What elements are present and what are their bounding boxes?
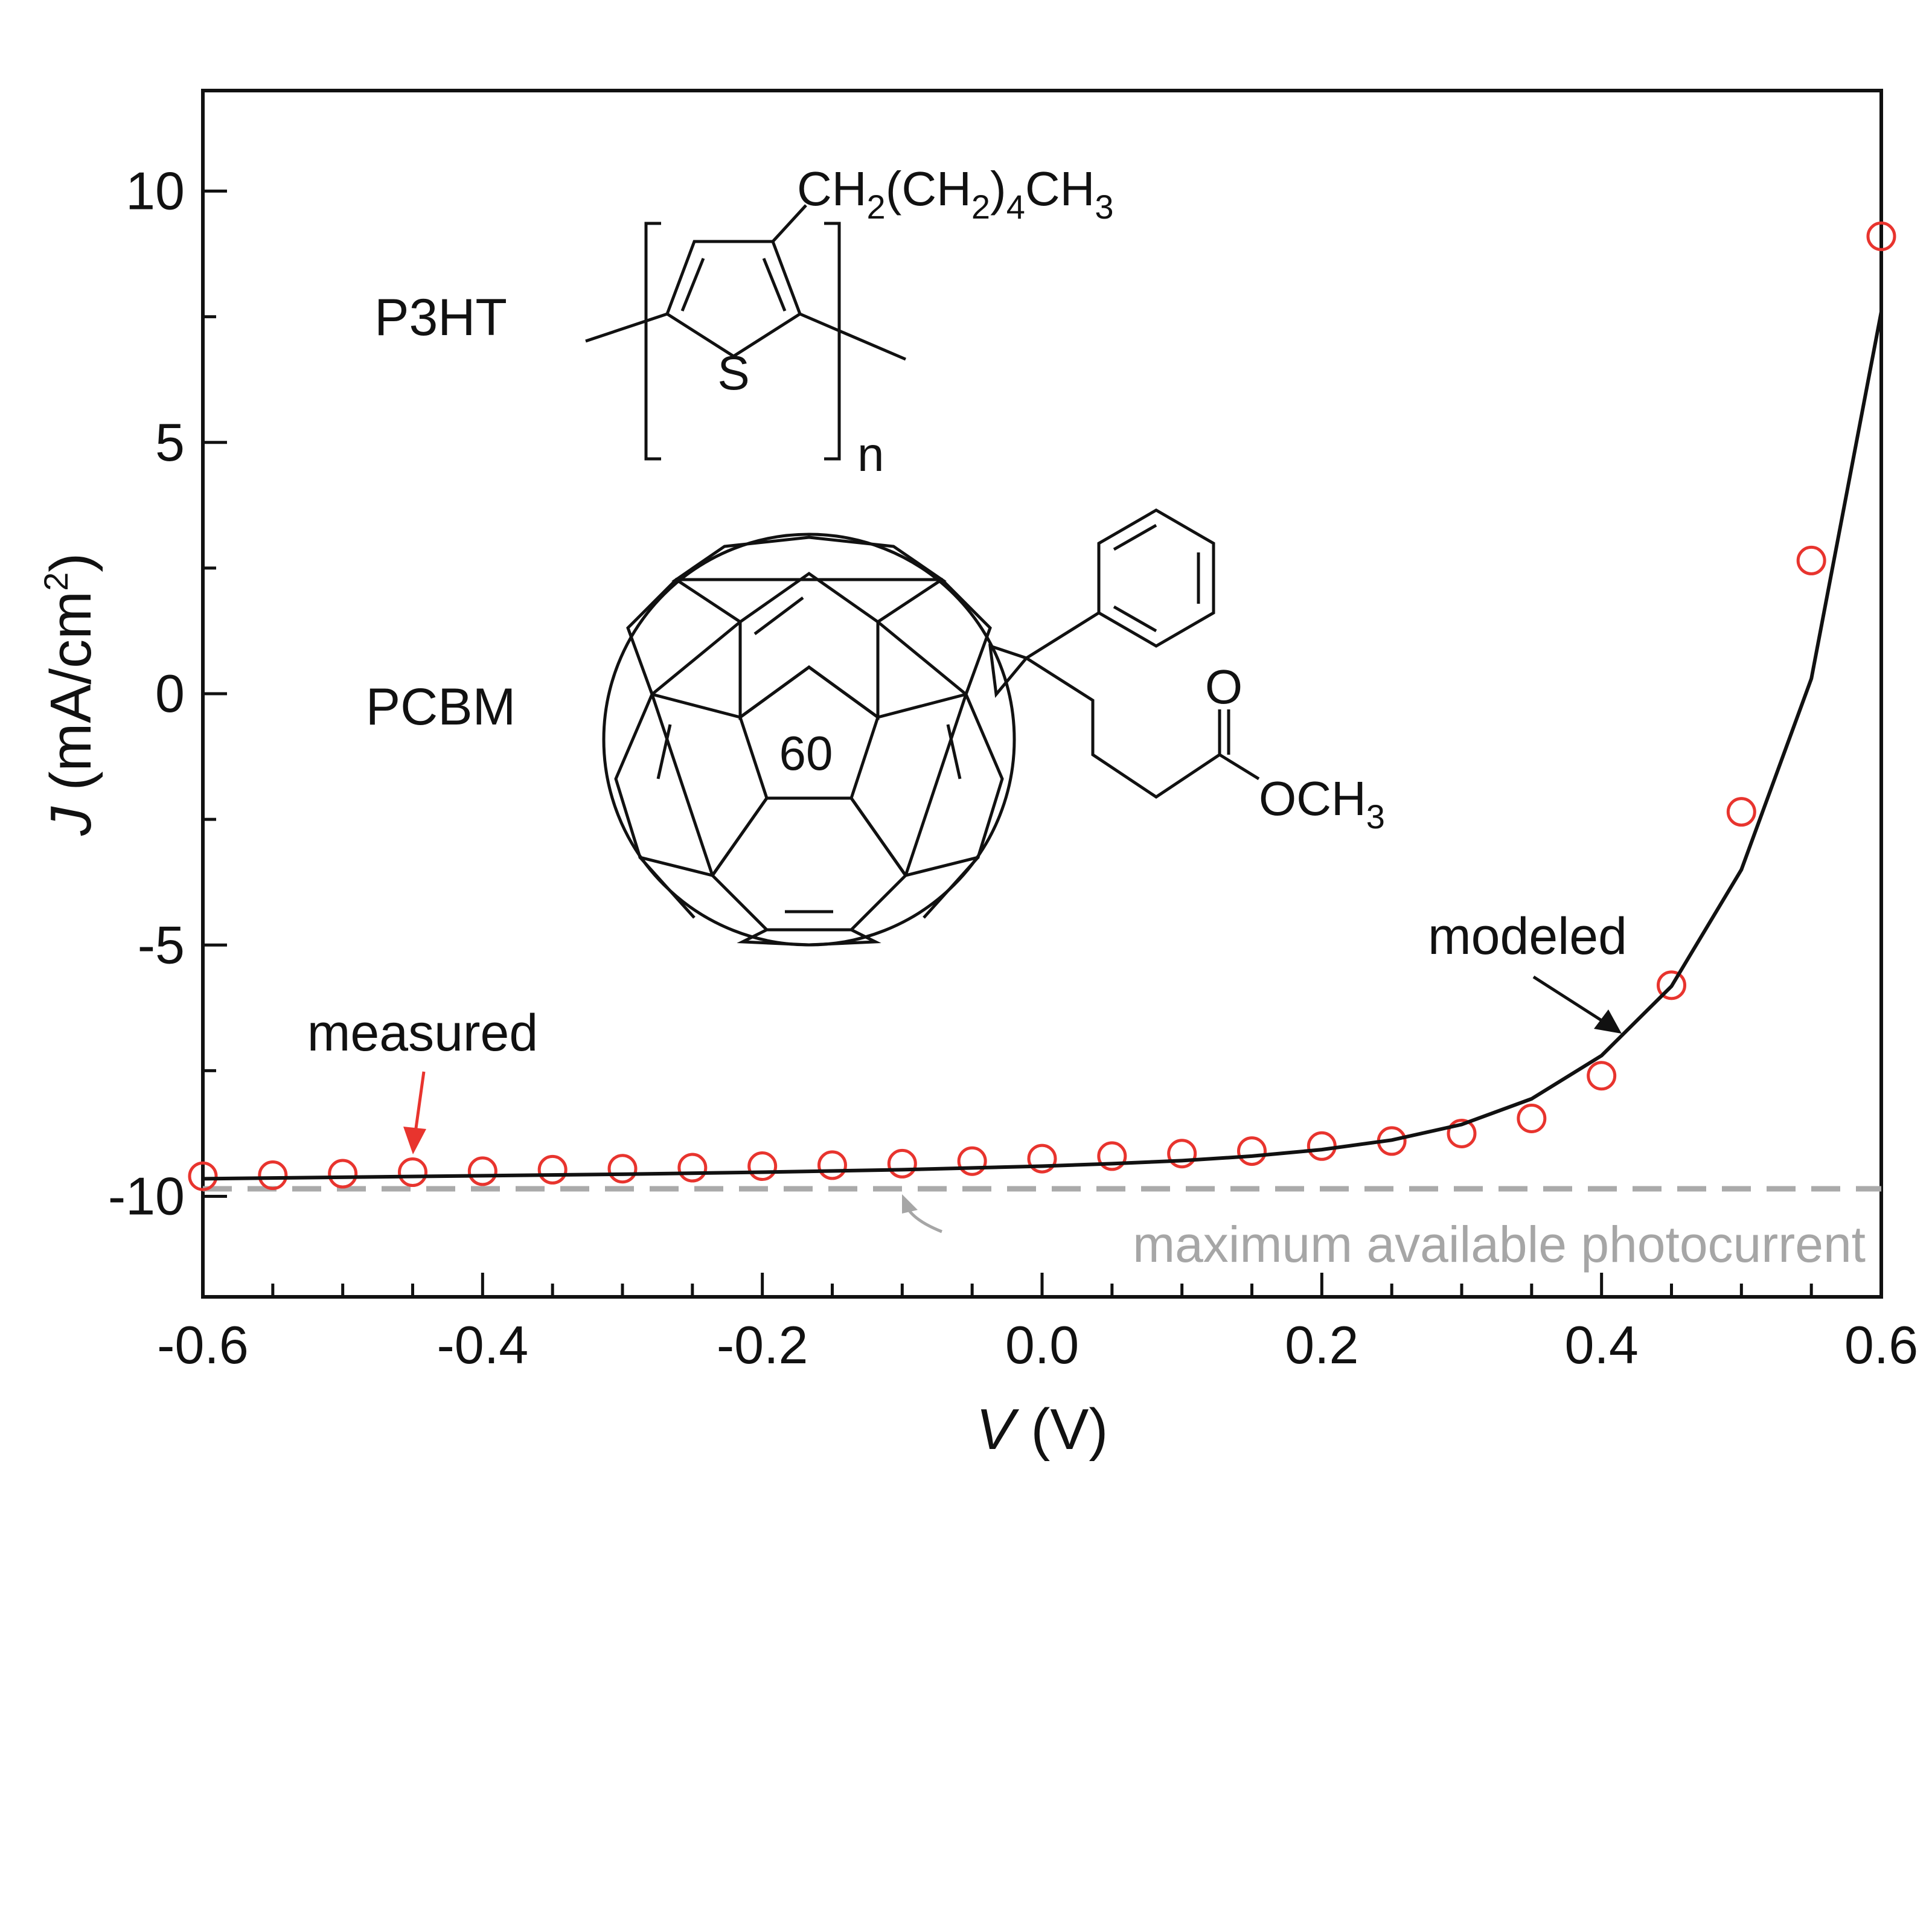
annotation-modeled: modeled [1428, 907, 1627, 965]
butyrate-chain [1025, 656, 1221, 799]
arrowhead-modeled [1594, 1009, 1622, 1034]
y-tick-label: 10 [126, 161, 185, 221]
data-point-measured [747, 1151, 778, 1182]
data-point-measured [1447, 1118, 1477, 1148]
fullerene-edge [651, 693, 741, 719]
fullerene-face [671, 536, 947, 581]
repeat-bracket-left [644, 222, 661, 461]
ester-group: OCH3 [1259, 772, 1385, 836]
backbone-bond-right [799, 312, 906, 361]
data-point-measured [1027, 1144, 1057, 1174]
x-axis-label: V (V) [976, 1397, 1108, 1462]
series-line-modeled [202, 311, 1883, 1181]
data-point-measured [188, 1161, 218, 1191]
fullerene-double-bond [656, 724, 672, 779]
fullerene-edge [639, 856, 696, 919]
x-axis-unit: (V) [1015, 1397, 1108, 1462]
data-point-measured [1657, 970, 1686, 1000]
y-tick-label: -5 [138, 915, 185, 974]
phenyl-ring [1097, 508, 1215, 648]
sulfur-atom: S [717, 346, 749, 400]
arrowhead-measured [403, 1127, 426, 1154]
fullerene-face [875, 577, 992, 697]
fullerene-face [737, 928, 881, 947]
fullerene-double-bond [946, 724, 962, 779]
data-point-measured [1167, 1139, 1197, 1169]
data-point-measured [887, 1148, 917, 1179]
fullerene-double-bond [753, 597, 804, 635]
fullerene-edge [877, 693, 967, 719]
side-chain-formula: CH2(CH2)4CH3 [797, 162, 1114, 226]
data-point-measured [1517, 1103, 1547, 1133]
x-axis-variable: V [976, 1397, 1020, 1462]
phenyl-double-bond [1113, 523, 1157, 551]
thiophene-double-bond-1 [680, 258, 705, 312]
side-chain-bond [772, 204, 807, 243]
thiophene-ring [665, 240, 802, 358]
backbone-bond-left [585, 312, 668, 343]
y-axis-unit-superscript: 2 [37, 572, 75, 591]
p3ht-label: P3HT [374, 289, 507, 347]
y-axis-unit: (mA/cm [39, 591, 103, 807]
data-point-measured [1866, 221, 1896, 251]
data-point-measured [328, 1159, 358, 1189]
fullerene-edge [923, 856, 979, 919]
inset-structures [585, 204, 1260, 947]
phenyl-bond [1025, 611, 1100, 660]
x-tick-label: 0.0 [1005, 1315, 1079, 1375]
data-point-measured [607, 1154, 638, 1184]
reference-line-label: maximum available photocurrent [1133, 1216, 1866, 1273]
fullerene-face [626, 577, 743, 697]
repeat-unit-n: n [857, 427, 884, 481]
plot-frame [201, 89, 1883, 1299]
data-point-measured [467, 1156, 497, 1186]
arrowhead-reference [902, 1194, 918, 1214]
series-layer [188, 221, 1896, 1191]
repeat-bracket-right [824, 222, 841, 461]
y-axis-variable: J [39, 806, 103, 836]
annotation-measured: measured [307, 1004, 538, 1062]
pcbm-label: PCBM [366, 678, 516, 736]
cyclopropane-ring [988, 644, 1029, 699]
x-tick-label: 0.6 [1844, 1315, 1918, 1375]
ester-bond [1218, 753, 1260, 781]
data-point-measured [817, 1150, 847, 1180]
axis-tick-labels: -0.6 -0.4 -0.2 0.0 0.2 0.4 0.6 -10 -5 0 5 10 [108, 161, 1918, 1375]
x-tick-label: -0.6 [157, 1315, 249, 1375]
axis-ticks [201, 190, 1883, 1297]
data-point-measured [957, 1146, 987, 1176]
y-tick-label: -10 [108, 1166, 185, 1226]
data-point-measured [1796, 545, 1826, 575]
y-tick-label: 5 [155, 412, 185, 472]
fullerene-label: 60 [779, 726, 833, 780]
data-point-measured [677, 1153, 708, 1183]
y-axis-unit-close: ) [39, 553, 103, 572]
y-axis-label: J (mA/cm2) [37, 553, 103, 836]
data-point-measured [398, 1157, 427, 1188]
x-tick-label: 0.4 [1564, 1315, 1638, 1375]
thiophene-double-bond-2 [762, 258, 787, 312]
data-point-measured [258, 1160, 288, 1191]
x-tick-label: -0.2 [717, 1315, 808, 1375]
x-tick-label: 0.2 [1285, 1315, 1358, 1375]
data-point-measured [1587, 1061, 1617, 1091]
carbonyl-oxygen: O [1205, 660, 1243, 714]
data-point-measured [537, 1154, 568, 1185]
phenyl-double-bond [1113, 605, 1157, 633]
data-point-measured [1097, 1141, 1127, 1171]
data-point-measured [1237, 1136, 1267, 1166]
x-tick-label: -0.4 [437, 1315, 529, 1375]
arrow-modeled [1532, 975, 1612, 1028]
data-point-measured [1726, 797, 1756, 827]
y-tick-label: 0 [155, 664, 185, 723]
